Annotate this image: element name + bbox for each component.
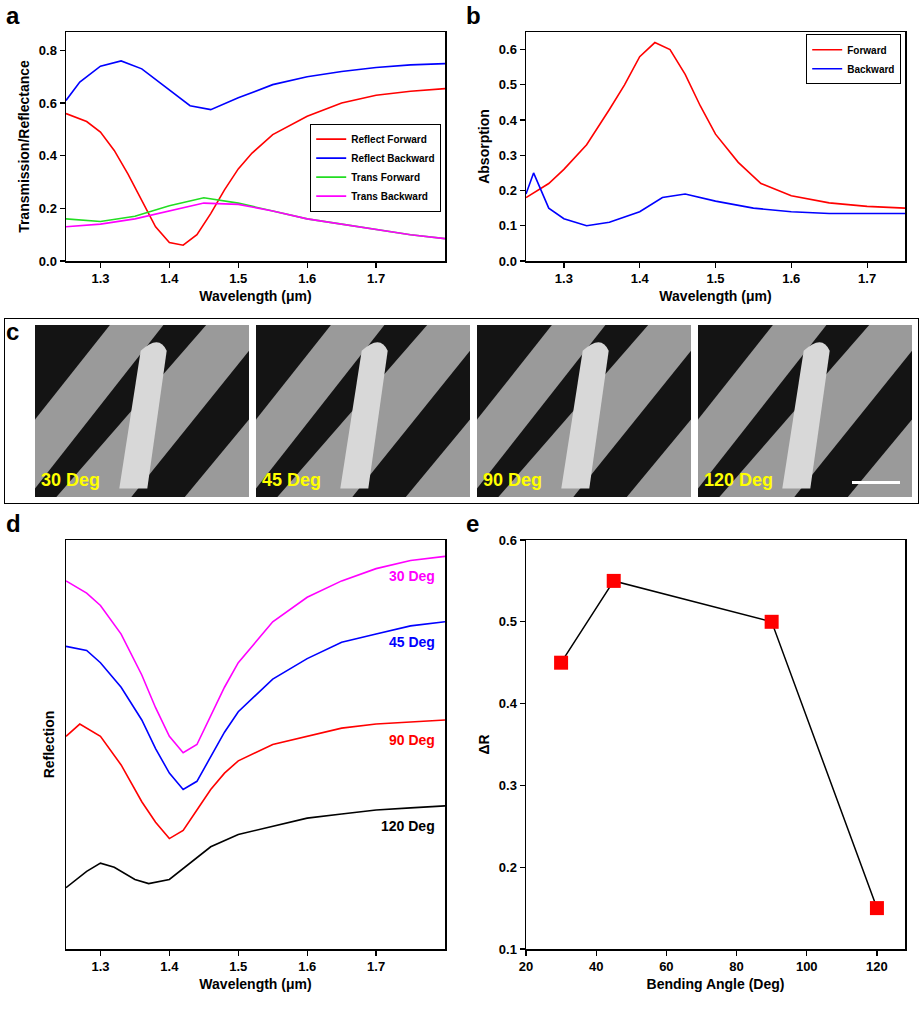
svg-text:1.6: 1.6 [782,271,800,286]
svg-text:Forward: Forward [847,45,886,56]
svg-text:0.4: 0.4 [499,113,518,128]
svg-text:90 Deg: 90 Deg [389,732,435,748]
svg-text:0.6: 0.6 [499,533,517,548]
svg-text:0.0: 0.0 [39,254,57,269]
svg-text:1.4: 1.4 [160,959,179,974]
svg-text:40: 40 [589,959,603,974]
html-text:e: e [466,510,480,537]
svg-text:0.0: 0.0 [499,254,517,269]
html-text:90 Deg: 90 Deg [483,470,542,490]
svg-text:Reflection: Reflection [41,711,57,779]
svg-text:1.3: 1.3 [91,959,109,974]
svg-text:0.1: 0.1 [499,218,517,233]
svg-text:0.2: 0.2 [39,201,57,216]
svg-text:1.5: 1.5 [706,271,724,286]
svg-text:1.6: 1.6 [298,959,316,974]
svg-text:45 Deg: 45 Deg [389,634,435,650]
svg-text:Wavelength (μm): Wavelength (μm) [199,976,311,992]
html-text:c: c [6,318,20,345]
svg-text:Trans Forward: Trans Forward [351,172,420,183]
html-text:45 Deg: 45 Deg [262,470,321,490]
svg-text:Wavelength (μm): Wavelength (μm) [199,288,311,304]
svg-text:20: 20 [519,959,533,974]
svg-text:1.3: 1.3 [91,271,109,286]
svg-text:0.6: 0.6 [39,96,57,111]
svg-text:ΔR: ΔR [476,734,492,754]
svg-text:Reflect Backward: Reflect Backward [351,153,434,164]
svg-text:Backward: Backward [847,64,894,75]
svg-text:0.1: 0.1 [499,942,517,957]
svg-text:Transmission/Reflectance: Transmission/Reflectance [16,60,32,233]
svg-text:0.3: 0.3 [499,148,517,163]
html-text:30 Deg: 30 Deg [41,470,100,490]
svg-text:60: 60 [659,959,673,974]
svg-text:0.4: 0.4 [39,148,58,163]
svg-text:Bending Angle (Deg): Bending Angle (Deg) [647,976,785,992]
svg-text:1.4: 1.4 [631,271,650,286]
svg-text:120: 120 [866,959,888,974]
svg-text:30 Deg: 30 Deg [389,568,435,584]
svg-text:Absorption: Absorption [476,109,492,184]
html-text:d: d [6,510,21,537]
svg-text:1.7: 1.7 [367,959,385,974]
svg-text:80: 80 [729,959,743,974]
svg-text:120 Deg: 120 Deg [381,818,435,834]
svg-text:1.7: 1.7 [367,271,385,286]
svg-text:0.5: 0.5 [499,614,517,629]
svg-text:100: 100 [796,959,818,974]
svg-text:1.5: 1.5 [229,959,247,974]
svg-text:0.3: 0.3 [499,778,517,793]
html-text:a: a [6,2,20,29]
html-text:b: b [466,2,481,29]
svg-text:1.3: 1.3 [555,271,573,286]
svg-text:0.2: 0.2 [499,860,517,875]
svg-text:Wavelength (μm): Wavelength (μm) [659,288,771,304]
svg-text:Trans Backward: Trans Backward [351,191,428,202]
svg-text:0.8: 0.8 [39,43,57,58]
svg-text:0.5: 0.5 [499,77,517,92]
html-text:120 Deg: 120 Deg [704,470,773,490]
svg-text:1.4: 1.4 [160,271,179,286]
svg-text:0.2: 0.2 [499,183,517,198]
svg-text:0.6: 0.6 [499,42,517,57]
svg-text:Reflect Forward: Reflect Forward [351,134,427,145]
svg-text:1.7: 1.7 [858,271,876,286]
svg-text:1.5: 1.5 [229,271,247,286]
svg-text:1.6: 1.6 [298,271,316,286]
svg-text:0.4: 0.4 [499,696,518,711]
